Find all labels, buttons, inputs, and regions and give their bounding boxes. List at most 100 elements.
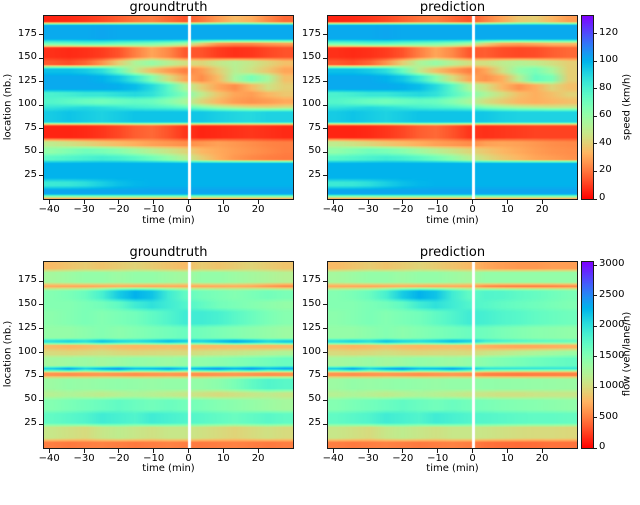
x-tick [118, 449, 120, 453]
colorbar-tick [594, 447, 597, 449]
y-tick [39, 399, 43, 401]
y-tick [323, 423, 327, 425]
x-tick-label: −40 [322, 453, 344, 464]
y-tick [39, 34, 43, 36]
x-tick-label: −20 [392, 204, 414, 215]
axes-speed-prediction [327, 15, 578, 200]
x-tick [402, 449, 404, 453]
colorbar-tick [594, 88, 597, 90]
y-tick [323, 151, 327, 153]
y-tick-label: 175 [17, 274, 37, 286]
flow-groundtruth-heatmap [44, 262, 293, 448]
colorbar-tick-label: 0 [599, 441, 606, 452]
y-tick [323, 81, 327, 83]
colorbar-tick-label: 1500 [599, 349, 625, 361]
y-tick-label: 25 [24, 417, 37, 429]
y-tick-label: 100 [17, 345, 37, 357]
x-tick-label: −40 [38, 453, 60, 464]
x-tick-label: 0 [185, 453, 192, 464]
y-tick [323, 352, 327, 354]
title-flow-prediction: prediction [419, 245, 486, 260]
y-tick [39, 175, 43, 177]
colorbar-tick-label: 100 [599, 54, 619, 66]
xlabel-speed-prediction: time (min) [426, 215, 479, 226]
y-tick-label: 150 [301, 297, 321, 309]
y-tick-label: 125 [301, 321, 321, 333]
x-tick-label: 10 [500, 453, 514, 464]
x-tick [402, 200, 404, 204]
colorbar-tick-label: 3000 [599, 258, 625, 270]
y-tick [39, 151, 43, 153]
xlabel-flow-prediction: time (min) [426, 463, 479, 474]
x-tick [257, 449, 259, 453]
y-tick [39, 57, 43, 59]
colorbar-tick-label: 40 [599, 136, 612, 148]
colorbar-tick [594, 264, 597, 266]
x-tick [437, 449, 439, 453]
y-tick-label: 75 [308, 121, 321, 133]
x-tick [222, 449, 224, 453]
title-speed-prediction: prediction [419, 0, 486, 15]
y-tick-label: 75 [24, 121, 37, 133]
x-tick [188, 449, 190, 453]
x-tick-label: −30 [73, 453, 95, 464]
x-tick [332, 200, 334, 204]
speed-colorbar-gradient [582, 16, 593, 199]
y-tick-label: 50 [308, 393, 321, 405]
y-tick-label: 50 [308, 145, 321, 157]
colorbar-tick [594, 143, 597, 145]
x-tick-label: 10 [500, 204, 514, 215]
x-tick [48, 200, 50, 204]
colorbar-tick-label: 2500 [599, 288, 625, 300]
colorbar-tick-label: 500 [599, 410, 619, 422]
x-tick [367, 200, 369, 204]
colorbar-tick [594, 33, 597, 35]
y-tick [323, 375, 327, 377]
y-tick [39, 375, 43, 377]
colorbar-tick [594, 325, 597, 327]
x-tick [222, 200, 224, 204]
axes-flow-groundtruth [43, 261, 294, 449]
colorbar-tick [594, 386, 597, 388]
x-tick [83, 200, 85, 204]
y-tick-label: 100 [17, 98, 37, 110]
x-tick-label: −10 [143, 453, 165, 464]
axes-speed-groundtruth [43, 15, 294, 200]
flow-prediction-heatmap [328, 262, 577, 448]
title-flow-groundtruth: groundtruth [129, 245, 208, 260]
axes-flow-prediction [327, 261, 578, 449]
x-tick-label: 0 [469, 453, 476, 464]
speed-colorbar-label: speed (km/h) [621, 73, 633, 141]
colorbar-tick [594, 295, 597, 297]
y-tick [323, 328, 327, 330]
x-tick-label: 0 [185, 204, 192, 215]
y-tick [323, 304, 327, 306]
title-speed-groundtruth: groundtruth [129, 0, 208, 15]
xlabel-flow-groundtruth: time (min) [142, 463, 195, 474]
x-tick-label: 0 [469, 204, 476, 215]
colorbar-tick [594, 356, 597, 358]
x-tick-label: 10 [216, 204, 230, 215]
y-tick-label: 175 [17, 27, 37, 39]
y-tick-label: 125 [17, 74, 37, 86]
colorbar-tick-label: 120 [599, 26, 619, 38]
y-tick-label: 100 [301, 345, 321, 357]
colorbar-tick-label: 80 [599, 81, 612, 93]
x-tick [48, 449, 50, 453]
x-tick [472, 200, 474, 204]
x-tick-label: 20 [251, 453, 265, 464]
x-tick [188, 200, 190, 204]
y-tick [39, 352, 43, 354]
x-tick-label: −30 [357, 204, 379, 215]
y-tick-label: 125 [17, 321, 37, 333]
x-tick [83, 449, 85, 453]
colorbar-tick-label: 20 [599, 164, 612, 176]
y-tick-label: 50 [24, 145, 37, 157]
x-tick-label: 20 [535, 453, 549, 464]
y-tick-label: 125 [301, 74, 321, 86]
flow-colorbar-gradient [582, 262, 593, 448]
y-tick [39, 104, 43, 106]
x-tick [437, 200, 439, 204]
y-tick-label: 25 [308, 417, 321, 429]
colorbar-tick-label: 60 [599, 109, 612, 121]
